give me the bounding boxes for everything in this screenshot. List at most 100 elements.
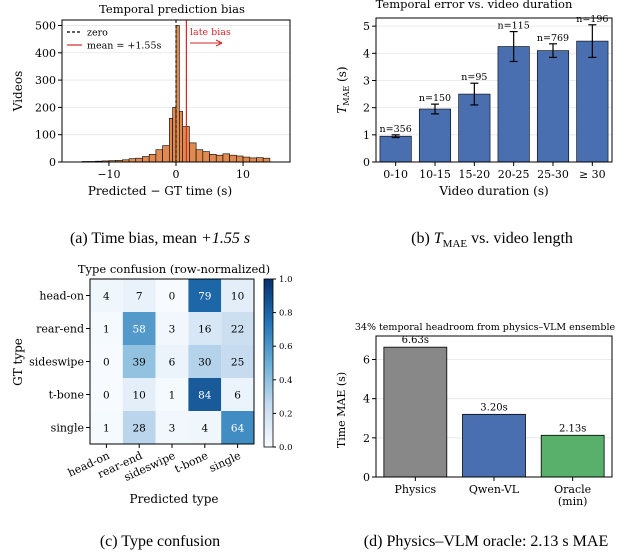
colorbar-tick-label: 0.2 — [279, 409, 293, 419]
heatmap-cell — [221, 345, 254, 378]
heatmap-cell — [90, 411, 123, 444]
bar — [576, 40, 609, 163]
heatmap-cell-value: 0 — [169, 291, 176, 303]
x-tick-label: 0-10 — [383, 168, 408, 181]
histogram-bar — [215, 154, 224, 163]
x-axis-label: Predicted type — [130, 492, 219, 506]
heatmap-cell-value: 0 — [103, 390, 110, 402]
heatmap-cell — [122, 345, 156, 378]
heatmap-cell — [221, 279, 254, 312]
histogram-bar — [179, 111, 184, 163]
heatmap-cell — [221, 312, 254, 345]
heatmap-cell — [221, 378, 254, 411]
y-tick-label: 0 — [363, 471, 370, 484]
histogram-bar — [162, 145, 170, 163]
bar-count-label: n=356 — [380, 124, 412, 135]
heatmap-cell — [188, 345, 222, 378]
legend: zero mean = +1.55s — [67, 28, 162, 52]
x-axis-label: Predicted − GT time (s) — [88, 184, 232, 198]
x-tick-label: 15-20 — [458, 168, 490, 181]
heatmap-cell-value: 6 — [234, 390, 241, 402]
x-tick-label: ≥ 30 — [579, 168, 606, 181]
heatmap-cell — [155, 279, 189, 312]
panel-error-vs-duration: Temporal error vs. video duration n=356 n… — [335, 0, 613, 198]
caption-c: (c) Type confusion — [100, 533, 220, 550]
histogram-bar — [249, 157, 257, 163]
x-tick-label: Oracle — [554, 483, 591, 496]
y-tick-label: 4 — [363, 393, 370, 406]
heatmap-cell-value: 3 — [169, 324, 176, 336]
heatmap-cell-value: 39 — [133, 357, 146, 369]
heatmap-cell-value: 1 — [169, 390, 176, 402]
x-tick-label: 10-15 — [419, 168, 451, 181]
x-tick-label: 0 — [173, 168, 180, 181]
panel-type-confusion: Type confusion (row-normalized) 4 7 0 79 101… — [11, 262, 293, 506]
heatmap-cell — [188, 411, 222, 444]
heatmap-cell-value: 3 — [169, 423, 176, 435]
x-tick-label: Physics — [394, 483, 436, 496]
bar-count-label: n=196 — [576, 14, 608, 25]
histogram-bar — [189, 142, 197, 163]
heatmap-cell-value: 6 — [169, 357, 176, 369]
y-axis-label: TMAE (s) — [335, 66, 351, 113]
colorbar-tick-label: 1.0 — [279, 275, 293, 285]
panel-physics-vlm-oracle: 34% temporal headroom from physics–VLM e… — [335, 322, 616, 508]
bar-count-label: n=150 — [419, 93, 451, 104]
heatmap-cell — [155, 345, 189, 378]
histogram-bar — [148, 154, 157, 163]
colorbar-tick-label: 0.6 — [279, 342, 293, 352]
heatmap-cell — [122, 411, 156, 444]
heatmap-cell-value: 58 — [133, 324, 146, 336]
column-label: t-bone — [172, 449, 210, 476]
y-tick-label: 0 — [49, 156, 56, 169]
histogram-bar — [202, 151, 210, 163]
bar-value-label: 3.20s — [480, 402, 507, 413]
row-label: t-bone — [49, 389, 84, 402]
legend-zero-label: zero — [87, 28, 108, 39]
heatmap-cell — [155, 312, 189, 345]
heatmap-cell-value: 10 — [133, 390, 146, 402]
y-tick-label: 100 — [35, 129, 56, 142]
y-tick-label: 200 — [35, 101, 56, 114]
bar — [462, 413, 526, 478]
bar-value-label: 2.13s — [559, 423, 586, 434]
bar — [383, 346, 448, 478]
heatmap-cell — [90, 279, 123, 312]
row-label: rear-end — [36, 323, 84, 336]
heatmap-cell-value: 30 — [198, 357, 211, 369]
heatmap-cell-value: 16 — [198, 324, 212, 336]
heatmap-cell — [90, 312, 123, 345]
histogram-bar — [175, 25, 180, 163]
bar-count-label: n=95 — [461, 72, 487, 83]
caption-a: (a) Time bias, mean +1.55 s — [70, 230, 250, 247]
y-tick-label: 3 — [363, 74, 370, 87]
bar — [540, 434, 605, 478]
x-axis-label: Video duration (s) — [438, 184, 548, 198]
row-label: sideswipe — [29, 356, 84, 369]
chart-title: Temporal prediction bias — [99, 2, 245, 16]
y-tick-label: 300 — [35, 74, 56, 87]
panel-time-bias: Temporal prediction bias 0 100 200 300 400 50… — [11, 2, 291, 198]
histogram-bar — [262, 157, 271, 163]
heatmap-cell — [155, 411, 189, 444]
heatmap-cell-value: 64 — [231, 423, 245, 435]
heatmap-cell-value: 1 — [103, 324, 110, 336]
bar-count-label: n=115 — [498, 21, 530, 32]
row-label: single — [51, 422, 84, 435]
bar-value-label: 6.63s — [402, 335, 429, 346]
histogram-bar — [155, 149, 163, 163]
heatmap-cell — [188, 279, 222, 312]
heatmap-cell — [188, 378, 222, 411]
y-tick-label: 4 — [363, 47, 370, 60]
y-tick-label: 400 — [35, 47, 56, 60]
heatmap-cell-value: 22 — [231, 324, 244, 336]
bar — [497, 46, 530, 163]
chart-title: Type confusion (row-normalized) — [78, 262, 270, 276]
heatmap-cell-value: 7 — [136, 291, 143, 303]
histogram-bar — [168, 118, 173, 163]
row-label: head-on — [39, 290, 84, 303]
y-tick-label: 5 — [363, 20, 370, 33]
y-axis-label: Time MAE (s) — [335, 372, 348, 448]
y-tick-label: 500 — [35, 19, 56, 32]
column-label: single — [207, 449, 243, 475]
